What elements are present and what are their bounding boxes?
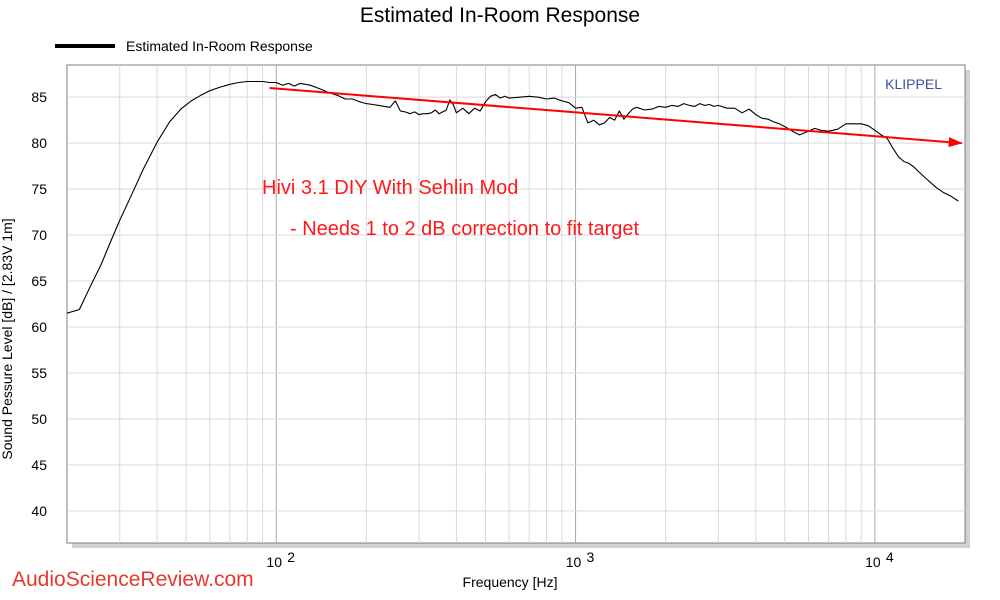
grid-lines [67, 65, 965, 543]
y-tick-label: 60 [31, 319, 47, 335]
y-tick-label: 70 [31, 227, 47, 243]
x-tick-exponent: 2 [287, 549, 295, 565]
chart-title: Estimated In-Room Response [360, 4, 640, 27]
annotation-note: - Needs 1 to 2 dB correction to fit targ… [290, 218, 640, 240]
target-trend-arrow [269, 86, 963, 148]
tick-labels: 40 45 50 55 60 65 70 75 80 85 10 2 10 3 10 4 [31, 89, 893, 570]
y-tick-label: 55 [31, 365, 47, 381]
y-tick-label: 40 [31, 503, 47, 519]
y-axis-label: Sound Pessure Level [dB] / [2.83V 1m] [0, 218, 15, 459]
y-tick-label: 45 [31, 457, 47, 473]
x-axis-label: Frequency [Hz] [463, 574, 558, 590]
y-tick-label: 65 [31, 273, 47, 289]
legend-label: Estimated In-Room Response [126, 38, 313, 54]
x-tick-label: 10 [865, 554, 881, 570]
x-tick-label: 10 [266, 554, 282, 570]
y-tick-label: 80 [31, 135, 47, 151]
y-tick-label: 75 [31, 181, 47, 197]
watermark: AudioScienceReview.com [12, 568, 254, 591]
klippel-brand: KLIPPEL [885, 76, 942, 92]
x-tick-label: 10 [566, 554, 582, 570]
x-tick-exponent: 4 [886, 549, 894, 565]
plot-border [66, 64, 966, 544]
data-lines [66, 80, 963, 314]
y-tick-label: 85 [31, 89, 47, 105]
x-tick-exponent: 3 [587, 549, 595, 565]
response-curve [66, 80, 959, 314]
plot-area [66, 64, 970, 548]
y-tick-label: 50 [31, 411, 47, 427]
annotation-title: Hivi 3.1 DIY With Sehlin Mod [262, 177, 518, 199]
